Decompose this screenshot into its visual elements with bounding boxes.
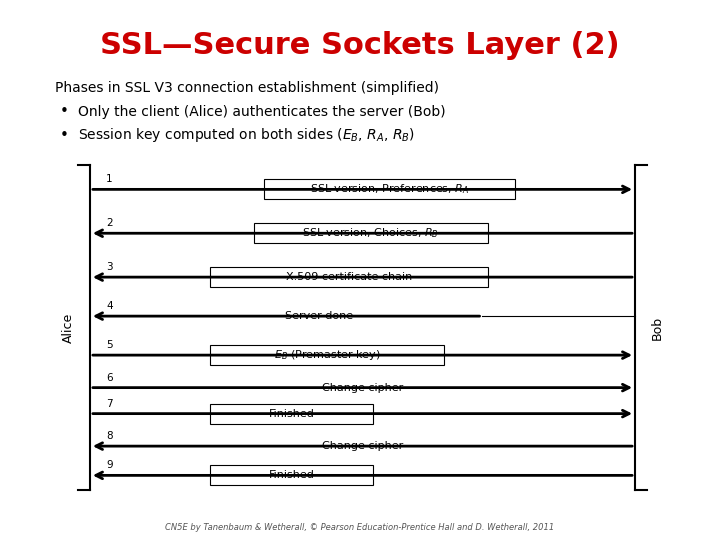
Bar <box>264 179 515 199</box>
Bar <box>210 267 488 287</box>
Text: 6: 6 <box>106 373 112 383</box>
Text: •: • <box>60 127 69 143</box>
Text: 4: 4 <box>106 301 112 311</box>
Text: Bob: Bob <box>650 315 664 340</box>
Text: Only the client (Alice) authenticates the server (Bob): Only the client (Alice) authenticates th… <box>78 105 446 119</box>
Text: 1: 1 <box>106 174 112 184</box>
Text: Change cipher: Change cipher <box>322 441 403 451</box>
Text: 9: 9 <box>106 461 112 470</box>
Text: 3: 3 <box>106 262 112 272</box>
Text: $E_B$ (Premaster key): $E_B$ (Premaster key) <box>274 348 380 362</box>
Text: Finished: Finished <box>269 409 315 419</box>
Text: Session key computed on both sides ($E_B$, $R_A$, $R_B$): Session key computed on both sides ($E_B… <box>78 126 415 144</box>
Bar <box>210 465 374 485</box>
Text: CN5E by Tanenbaum & Wetherall, © Pearson Education-Prentice Hall and D. Wetheral: CN5E by Tanenbaum & Wetherall, © Pearson… <box>166 523 554 531</box>
Text: 7: 7 <box>106 399 112 409</box>
Text: Change cipher: Change cipher <box>322 383 403 393</box>
Bar <box>210 403 374 423</box>
Text: •: • <box>60 105 69 119</box>
Text: 2: 2 <box>106 218 112 228</box>
Text: 5: 5 <box>106 340 112 350</box>
Bar <box>253 223 488 243</box>
Text: Alice: Alice <box>61 312 74 342</box>
Bar <box>210 345 444 365</box>
Text: SSL—Secure Sockets Layer (2): SSL—Secure Sockets Layer (2) <box>100 30 620 59</box>
Text: Server done: Server done <box>285 311 353 321</box>
Text: SSL version, Preferences, $R_A$: SSL version, Preferences, $R_A$ <box>310 183 469 196</box>
Text: Phases in SSL V3 connection establishment (simplified): Phases in SSL V3 connection establishmen… <box>55 81 439 95</box>
Text: Finished: Finished <box>269 470 315 481</box>
Text: SSL version, Choices, $R_B$: SSL version, Choices, $R_B$ <box>302 226 439 240</box>
Text: X.509 certificate chain: X.509 certificate chain <box>286 272 412 282</box>
Text: 8: 8 <box>106 431 112 441</box>
